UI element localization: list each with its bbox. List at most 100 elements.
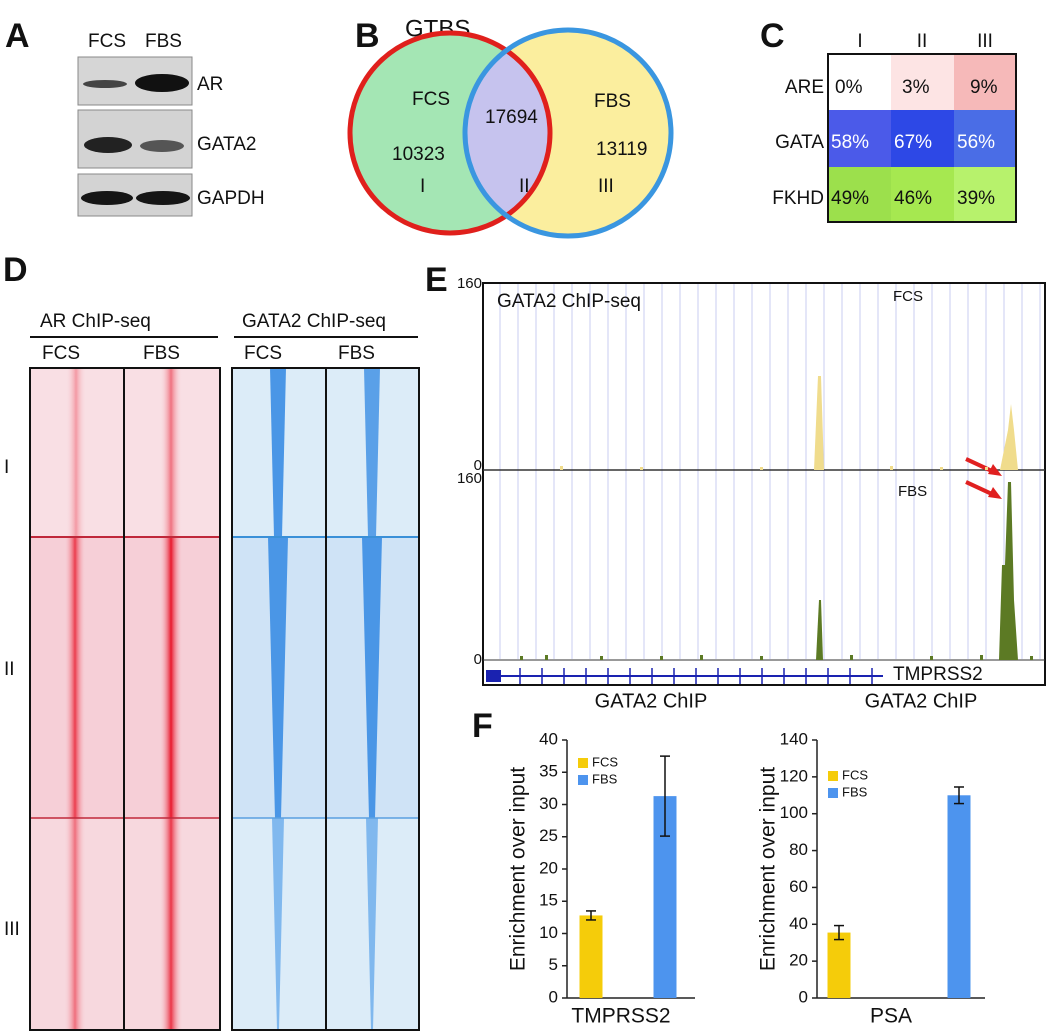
cluster-label: I bbox=[4, 457, 9, 478]
band bbox=[84, 137, 132, 153]
small-peak bbox=[660, 656, 663, 660]
cell bbox=[954, 167, 1016, 222]
region-label: II bbox=[519, 176, 530, 197]
cell bbox=[954, 54, 1016, 110]
panel-label: A bbox=[5, 17, 30, 55]
peak bbox=[816, 600, 823, 660]
lane-label: FBS bbox=[145, 31, 182, 52]
cell-text: 39% bbox=[957, 188, 995, 209]
region-label: III bbox=[598, 176, 614, 197]
column-header: II bbox=[917, 31, 928, 52]
signal bbox=[64, 818, 86, 1030]
y-tick-label: 5 bbox=[549, 955, 558, 974]
track-max: 160 bbox=[457, 470, 482, 487]
set-label: FCS bbox=[412, 89, 450, 110]
cell-text: 46% bbox=[894, 188, 932, 209]
cluster-label: III bbox=[4, 919, 20, 940]
cell-text: 3% bbox=[902, 77, 930, 98]
y-tick-label: 0 bbox=[799, 987, 808, 1006]
bar-chart: 0 5 10 15 20 25 30 35 40 FCS FBS TMPRSS2 GATA2 ChIP E… bbox=[507, 690, 708, 1027]
heatmaps: AR ChIP-seq GATA2 ChIP-seq FCS FBS FCS F… bbox=[4, 311, 420, 1031]
panel-label: D bbox=[3, 251, 28, 289]
x-tick-label: PSA bbox=[870, 1005, 912, 1028]
small-peak bbox=[1030, 656, 1033, 660]
y-tick-label: 10 bbox=[539, 923, 558, 942]
error-bar bbox=[954, 786, 964, 805]
signal bbox=[159, 537, 183, 818]
western-blot: FCS FBS AR GATA2 GAPDH bbox=[77, 31, 265, 217]
small-peak bbox=[520, 656, 523, 660]
track-name: FBS bbox=[898, 483, 927, 500]
track-min: 0 bbox=[474, 457, 482, 474]
signal bbox=[366, 818, 378, 1030]
error-bar bbox=[586, 910, 596, 921]
track-min: 0 bbox=[474, 651, 482, 668]
arrow bbox=[965, 457, 995, 474]
row-label: GATA bbox=[775, 132, 824, 153]
legend-label: FBS bbox=[842, 784, 868, 799]
cell-text: 49% bbox=[831, 188, 869, 209]
count: 10323 bbox=[392, 144, 445, 165]
cell-text: 56% bbox=[957, 132, 995, 153]
band bbox=[136, 191, 190, 205]
track-frame bbox=[482, 282, 1046, 686]
gene-label: TMPRSS2 bbox=[893, 664, 983, 685]
table-border bbox=[827, 53, 1017, 223]
row-label: FKHD bbox=[772, 188, 824, 209]
y-tick-label: 140 bbox=[780, 729, 808, 748]
small-peak bbox=[890, 466, 893, 470]
venn: GTBS FCS FBS 10323 17694 13119 I II III bbox=[347, 15, 674, 239]
bar bbox=[653, 796, 677, 998]
small-peak bbox=[700, 655, 703, 660]
signal bbox=[364, 368, 380, 537]
legend-swatch bbox=[828, 771, 838, 781]
count: 17694 bbox=[485, 107, 538, 128]
region-label: I bbox=[420, 176, 425, 197]
row-label: ARE bbox=[785, 77, 824, 98]
y-tick-label: 20 bbox=[789, 951, 808, 970]
legend-label: FBS bbox=[592, 771, 618, 786]
cell bbox=[828, 110, 891, 167]
bar bbox=[579, 915, 603, 998]
arrow bbox=[965, 480, 995, 497]
group-label: GATA2 ChIP-seq bbox=[242, 311, 386, 332]
y-tick-label: 120 bbox=[780, 766, 808, 785]
small-peak bbox=[760, 656, 763, 660]
small-peak bbox=[560, 466, 563, 470]
band-label: AR bbox=[197, 74, 223, 95]
venn-overlap bbox=[465, 33, 550, 233]
panel-label: B bbox=[355, 17, 380, 55]
y-tick-label: 15 bbox=[539, 891, 558, 910]
cell-text: 58% bbox=[831, 132, 869, 153]
small-peak bbox=[600, 656, 603, 660]
y-tick-label: 40 bbox=[539, 729, 558, 748]
y-axis-label: Enrichment over input bbox=[507, 767, 530, 971]
group-label: AR ChIP-seq bbox=[40, 311, 151, 332]
x-tick-label: TMPRSS2 bbox=[571, 1005, 670, 1028]
venn-outline bbox=[462, 27, 674, 239]
y-tick-label: 0 bbox=[549, 987, 558, 1006]
peak bbox=[999, 482, 1018, 660]
condition-label: FCS bbox=[244, 343, 282, 364]
signal bbox=[362, 537, 382, 818]
y-tick-label: 60 bbox=[789, 877, 808, 896]
cell bbox=[954, 110, 1016, 167]
cell bbox=[891, 110, 954, 167]
cell bbox=[828, 54, 891, 110]
small-peak bbox=[930, 656, 933, 660]
y-tick-label: 80 bbox=[789, 840, 808, 859]
track-title: GATA2 ChIP-seq bbox=[497, 291, 641, 312]
cell bbox=[891, 167, 954, 222]
chart-title: GATA2 ChIP bbox=[865, 690, 978, 712]
small-peak bbox=[640, 467, 643, 470]
peak bbox=[1000, 404, 1018, 470]
cell bbox=[891, 54, 954, 110]
band-label: GAPDH bbox=[197, 188, 265, 209]
cell bbox=[828, 167, 891, 222]
y-tick-label: 35 bbox=[539, 762, 558, 781]
small-peak bbox=[940, 467, 943, 470]
arrow-head bbox=[988, 487, 1002, 499]
cluster-label: II bbox=[4, 659, 15, 680]
